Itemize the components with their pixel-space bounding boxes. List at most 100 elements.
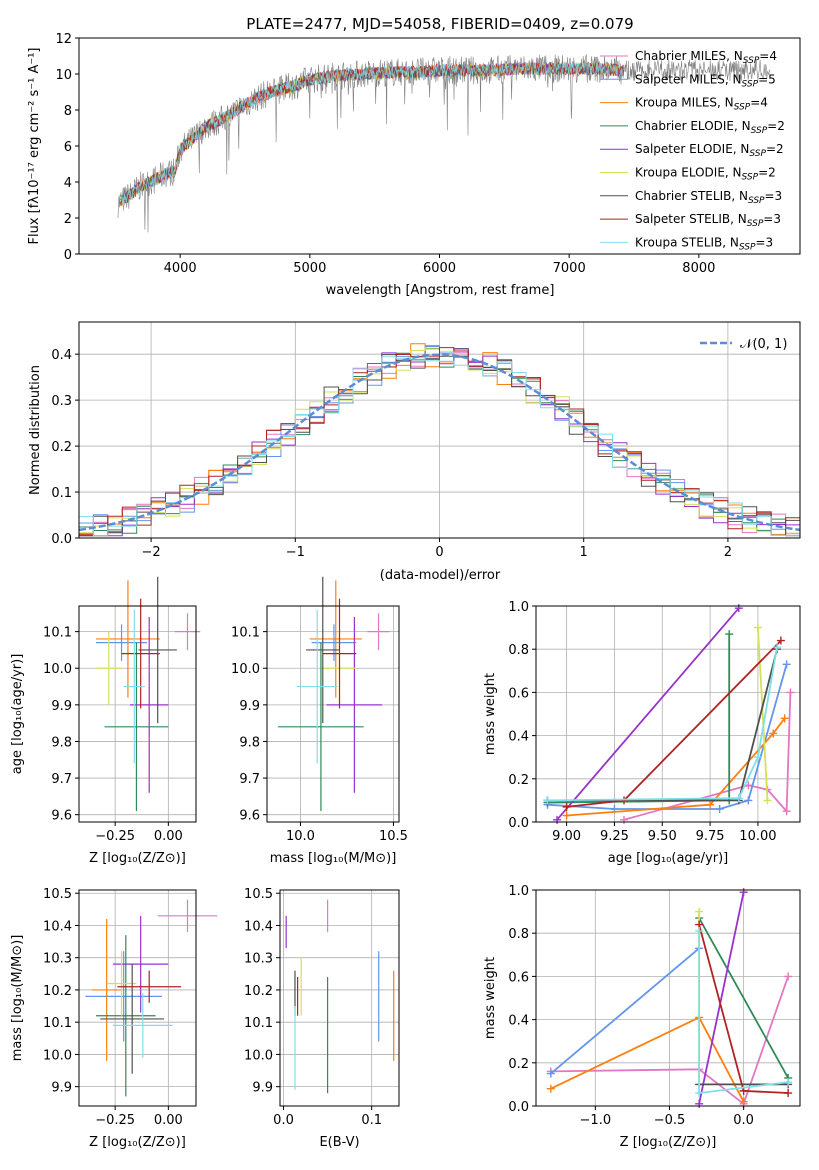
massweight-marker <box>546 1069 555 1078</box>
massweight-marker <box>620 815 628 824</box>
y-tick-label: 9.9 <box>252 1081 273 1096</box>
massweight-marker <box>763 796 772 805</box>
residual-hist-9 <box>79 356 800 537</box>
plot-area <box>96 576 201 812</box>
y-tick-label: 10.1 <box>231 626 260 641</box>
y-tick-label: 9.6 <box>51 809 72 824</box>
errorbar-point-7 <box>138 576 177 724</box>
plot-area <box>278 576 390 812</box>
y-tick-label: 9.8 <box>51 735 72 750</box>
y-tick-label: 10.3 <box>244 952 273 967</box>
y-tick-label: 0.2 <box>508 1057 529 1072</box>
errorbar-point-8 <box>121 598 160 709</box>
massweight-marker <box>562 811 571 820</box>
x-tick-label: 10.5 <box>379 829 408 844</box>
y-axis-label: mass [log₁₀(M/M⊙)] <box>10 935 25 1062</box>
y-tick-label: 10.5 <box>244 887 273 902</box>
massweight-marker <box>715 805 724 814</box>
y-tick-label: 10.1 <box>244 1016 273 1031</box>
y-tick-label: 10.2 <box>43 984 72 999</box>
spectrum-x-tick-label: 5000 <box>293 261 326 276</box>
errorbar-point-1 <box>367 613 390 650</box>
residuals-x-tick-label: 2 <box>724 545 732 560</box>
massweight-marker <box>695 907 704 916</box>
massweight-marker <box>782 807 791 816</box>
legend-label-8: Salpeter STELIB, NSSP=3 <box>635 212 781 229</box>
residuals-y-tick-label: 0.2 <box>51 440 72 455</box>
axes-border <box>279 889 400 1107</box>
massweight-marker <box>784 1078 793 1087</box>
y-tick-label: 9.6 <box>239 809 260 824</box>
spectrum-x-tick-label: 4000 <box>164 261 197 276</box>
x-tick-label: −1.0 <box>580 1113 612 1128</box>
massweight-marker <box>734 604 743 613</box>
y-tick-label: 10.0 <box>43 662 72 677</box>
y-tick-label: 0.6 <box>508 970 529 985</box>
panel-residuals: −2 −1 0 1 2 0.0 0.1 0.2 0.3 0.4 𝒩(0, 1) (data-mod… <box>28 321 801 583</box>
y-tick-label: 10.4 <box>244 919 273 934</box>
errorbar-point-3 <box>96 580 160 698</box>
massweight-marker <box>780 714 789 723</box>
y-tick-label: 9.9 <box>239 699 260 714</box>
spectrum-plot-area <box>117 53 771 233</box>
legend-label-6: Kroupa ELODIE, NSSP=2 <box>635 166 776 183</box>
errorbar-point-9 <box>113 993 173 1058</box>
residuals-y-tick-label: 0.4 <box>51 348 72 363</box>
massweight-line-3 <box>566 717 786 817</box>
y-tick-label: 0.6 <box>508 686 529 701</box>
y-tick-label: 10.3 <box>43 952 72 967</box>
panel-age-vs-Z: −0.25 0.00 9.6 9.7 9.8 9.9 10.0 10.1 Z [log₁₀(Z/… <box>10 576 201 866</box>
spectrum-ticks: 4000 5000 6000 7000 8000 0 2 4 6 8 10 12 <box>55 32 715 276</box>
legend-label-7: Chabrier STELIB, NSSP=3 <box>635 189 782 206</box>
y-axis-label: mass weight <box>483 673 498 755</box>
y-tick-label: 0.4 <box>508 1014 529 1029</box>
errorbar-point-9 <box>123 609 145 764</box>
residuals-y-tick-label: 0.0 <box>51 532 72 547</box>
panel-massweight-vs-Z: −1.0 −0.5 0.0 0.0 0.2 0.4 0.6 0.8 1.0 Z [log₁₀(Z/… <box>483 884 801 1150</box>
massweight-marker <box>782 660 791 669</box>
normal-curve <box>79 353 800 532</box>
y-tick-label: 9.7 <box>51 772 72 787</box>
errorbar-point-6 <box>106 951 137 1016</box>
panel-spectrum: PLATE=2477, MJD=54058, FIBERID=0409, z=0… <box>27 15 801 298</box>
y-tick-label: 10.1 <box>43 1016 72 1031</box>
x-axis-label: Z [log₁₀(Z/Z⊙)] <box>620 1135 717 1150</box>
spectrum-model-9 <box>120 61 624 206</box>
y-tick-label: 0.4 <box>508 730 529 745</box>
spectrum-y-tick-label: 10 <box>55 68 72 83</box>
x-tick-label: 9.00 <box>552 829 581 844</box>
spectrum-y-tick-label: 12 <box>55 32 72 47</box>
y-tick-label: 0.8 <box>508 643 529 658</box>
x-tick-label: 0.00 <box>154 1113 183 1128</box>
spectrum-observed <box>117 53 771 233</box>
spectrum-x-tick-label: 8000 <box>682 261 715 276</box>
errorbar-point-3 <box>309 580 362 698</box>
errorbar-point-2 <box>96 624 148 661</box>
spectrum-x-tick-label: 7000 <box>553 261 586 276</box>
y-tick-label: 10.0 <box>231 662 260 677</box>
spectrum-title: PLATE=2477, MJD=54058, FIBERID=0409, z=0… <box>246 15 633 33</box>
x-tick-label: 0.0 <box>273 1113 294 1128</box>
errorbar-point-7 <box>306 576 340 724</box>
residuals-x-tick-label: 1 <box>580 545 588 560</box>
spectrum-xlabel: wavelength [Angstrom, rest frame] <box>326 283 555 298</box>
errorbar-point-5 <box>130 616 169 793</box>
legend-label-9: Kroupa STELIB, NSSP=3 <box>635 235 773 252</box>
massweight-marker <box>769 729 778 738</box>
massweight-marker <box>706 800 715 809</box>
massweight-marker <box>786 688 795 697</box>
massweight-marker <box>546 1084 555 1093</box>
x-tick-label: −0.5 <box>654 1113 686 1128</box>
errorbar-point-8 <box>117 970 182 1003</box>
y-tick-label: 10.0 <box>244 1048 273 1063</box>
massweight-marker <box>744 796 753 805</box>
residuals-x-tick-label: −2 <box>142 545 161 560</box>
axes-border <box>535 605 801 823</box>
panel-mass-vs-EBV: 0.0 0.1 9.9 10.0 10.1 10.2 10.3 10.4 10.5 E(B-V) <box>244 887 400 1150</box>
x-tick-label: 9.50 <box>648 829 677 844</box>
y-tick-label: 10.1 <box>43 626 72 641</box>
plot-area <box>546 888 793 1108</box>
y-tick-label: 10.5 <box>43 887 72 902</box>
y-tick-label: 0.0 <box>508 816 529 831</box>
x-tick-label: 9.75 <box>696 829 725 844</box>
